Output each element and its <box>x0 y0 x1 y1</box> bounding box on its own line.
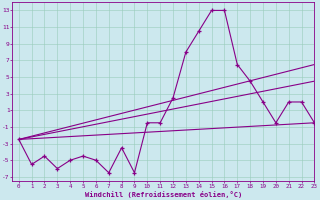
X-axis label: Windchill (Refroidissement éolien,°C): Windchill (Refroidissement éolien,°C) <box>85 191 242 198</box>
